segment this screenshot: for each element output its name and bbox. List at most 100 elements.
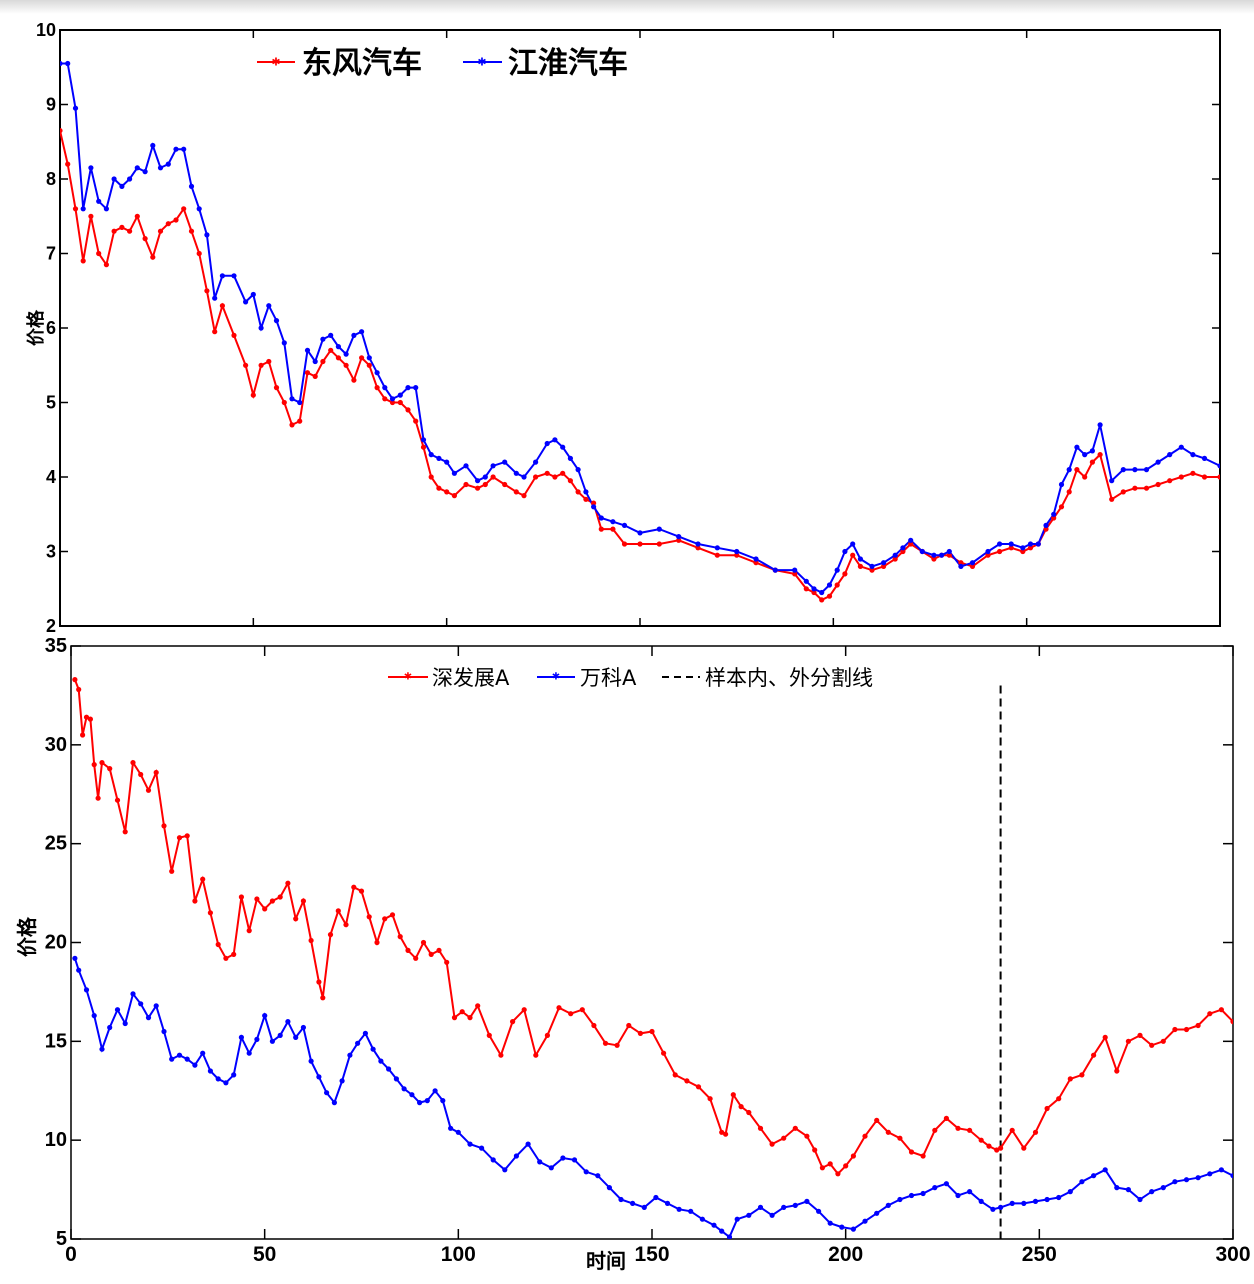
- data-point: [850, 552, 856, 558]
- data-point: [738, 1104, 744, 1110]
- data-point: [490, 1157, 496, 1163]
- data-point: [1114, 1185, 1120, 1191]
- data-point: [985, 552, 991, 558]
- data-point: [874, 1117, 880, 1123]
- data-point: [297, 399, 303, 406]
- data-point: [266, 358, 272, 365]
- data-point: [1074, 467, 1080, 473]
- data-point: [420, 444, 427, 450]
- data-point: [1089, 448, 1095, 454]
- y-tick-label: 25: [45, 833, 67, 855]
- bottom-y-axis-label: 价格: [15, 916, 39, 957]
- data-point: [842, 571, 848, 577]
- data-point: [556, 1005, 562, 1011]
- data-point: [502, 459, 508, 465]
- x-tick-label: 100: [441, 1243, 476, 1266]
- data-point: [1125, 1187, 1131, 1193]
- data-point: [238, 1034, 244, 1040]
- data-point: [181, 206, 187, 212]
- data-point: [1067, 1076, 1073, 1082]
- data-point: [1195, 1175, 1201, 1181]
- data-point: [83, 714, 90, 720]
- data-point: [463, 463, 469, 469]
- bottom-tick-marks: [70, 645, 1234, 1240]
- bottom-series-markers: [72, 677, 1233, 1239]
- data-point: [567, 478, 574, 484]
- x-tick-label: 150: [634, 1243, 669, 1266]
- data-point: [676, 537, 682, 543]
- data-point: [142, 169, 148, 175]
- data-point: [455, 1129, 461, 1135]
- data-point: [943, 1181, 950, 1187]
- y-tick-label: 6: [46, 318, 56, 338]
- data-point: [521, 1007, 527, 1013]
- data-point: [246, 1050, 252, 1056]
- data-point: [320, 995, 326, 1001]
- data-point: [525, 1141, 531, 1147]
- data-point: [173, 217, 179, 223]
- data-point: [300, 1024, 306, 1031]
- data-point: [448, 1125, 454, 1131]
- data-point: [1044, 1196, 1050, 1203]
- data-point: [1082, 474, 1088, 480]
- data-point: [308, 1058, 314, 1064]
- data-point: [161, 823, 167, 829]
- data-point: [382, 396, 388, 402]
- data-point: [215, 941, 221, 948]
- data-point: [122, 1020, 128, 1027]
- data-point: [664, 1200, 671, 1206]
- data-point: [827, 1161, 833, 1167]
- data-point: [1051, 511, 1057, 517]
- data-point: [207, 910, 213, 916]
- data-point: [444, 959, 450, 965]
- data-point: [1143, 467, 1150, 473]
- y-tick-label: 20: [45, 932, 67, 954]
- data-point: [405, 407, 411, 413]
- data-point: [919, 548, 925, 555]
- data-point: [293, 916, 299, 922]
- data-point: [479, 1145, 485, 1151]
- data-point: [621, 541, 628, 547]
- data-point: [269, 898, 275, 904]
- data-point: [347, 1052, 353, 1058]
- data-point: [900, 545, 906, 551]
- data-point: [1032, 1129, 1039, 1135]
- data-point: [1058, 481, 1065, 488]
- data-point: [83, 987, 90, 993]
- data-point: [76, 686, 82, 693]
- data-point: [734, 548, 740, 555]
- data-point: [184, 833, 190, 839]
- data-point: [475, 1003, 481, 1009]
- bottom-y-tick-labels: 35 30 25 20 15 10 5: [45, 635, 67, 1250]
- data-point: [76, 967, 82, 973]
- data-point: [335, 355, 341, 361]
- data-point: [475, 478, 481, 484]
- data-point: [142, 236, 148, 242]
- data-point: [1027, 541, 1034, 547]
- data-point: [1155, 459, 1161, 465]
- data-point: [176, 835, 183, 841]
- data-point: [943, 1115, 950, 1121]
- data-point: [393, 1076, 399, 1082]
- data-point: [297, 418, 303, 424]
- data-point: [676, 534, 682, 540]
- data-point: [273, 318, 280, 324]
- data-point: [792, 571, 798, 577]
- data-point: [931, 556, 937, 562]
- data-point: [1109, 478, 1115, 484]
- data-point: [262, 906, 268, 912]
- data-point: [204, 288, 210, 294]
- data-point: [444, 489, 450, 495]
- data-point: [103, 206, 109, 212]
- data-point: [819, 589, 825, 596]
- data-point: [355, 1040, 361, 1046]
- legend-marker-jianghuai: ✱: [477, 56, 486, 69]
- data-point: [869, 567, 875, 573]
- data-point: [231, 951, 237, 958]
- data-point: [1035, 541, 1041, 547]
- data-point: [672, 1072, 678, 1078]
- data-point: [804, 1133, 810, 1139]
- data-point: [72, 206, 79, 212]
- data-point: [405, 947, 411, 954]
- x-tick-label: 50: [253, 1243, 276, 1266]
